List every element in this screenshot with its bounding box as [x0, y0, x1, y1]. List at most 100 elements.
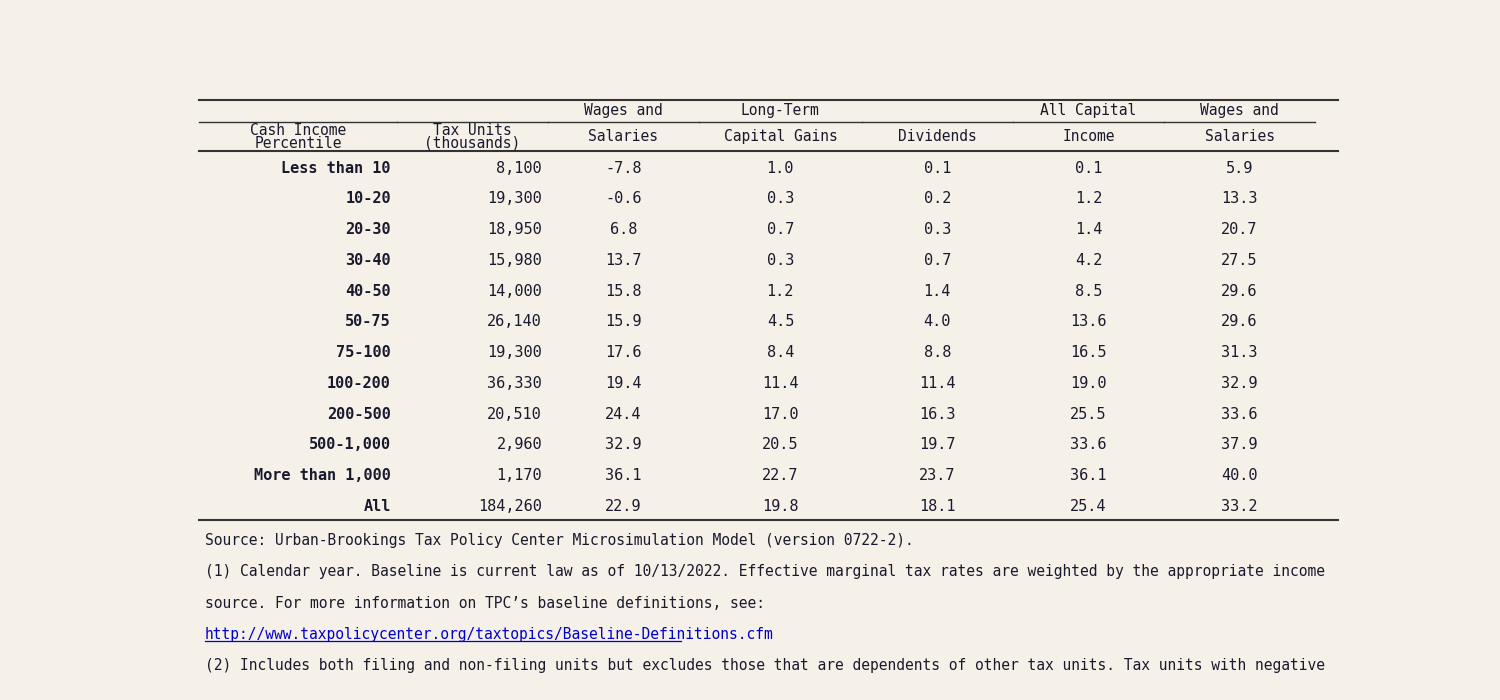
Text: 37.9: 37.9 — [1221, 438, 1258, 452]
Text: 29.6: 29.6 — [1221, 314, 1258, 330]
Text: Long-Term: Long-Term — [741, 104, 819, 118]
Text: 0.3: 0.3 — [766, 192, 794, 206]
Text: 33.2: 33.2 — [1221, 498, 1258, 514]
Text: 22.7: 22.7 — [762, 468, 798, 483]
Text: 13.6: 13.6 — [1070, 314, 1107, 330]
Text: (2) Includes both filing and non-filing units but excludes those that are depend: (2) Includes both filing and non-filing … — [206, 658, 1324, 673]
Text: 33.6: 33.6 — [1221, 407, 1258, 421]
Text: 22.9: 22.9 — [604, 498, 642, 514]
Text: 4.2: 4.2 — [1074, 253, 1102, 268]
Text: Less than 10: Less than 10 — [282, 161, 392, 176]
Text: 36.1: 36.1 — [1070, 468, 1107, 483]
Text: 0.3: 0.3 — [766, 253, 794, 268]
Text: 16.5: 16.5 — [1070, 345, 1107, 360]
Text: Salaries: Salaries — [1204, 129, 1275, 144]
Text: 31.3: 31.3 — [1221, 345, 1258, 360]
Text: 75-100: 75-100 — [336, 345, 392, 360]
Text: 11.4: 11.4 — [762, 376, 798, 391]
Text: 0.7: 0.7 — [924, 253, 951, 268]
Text: All Capital: All Capital — [1041, 104, 1137, 118]
Text: 8.4: 8.4 — [766, 345, 794, 360]
Text: 1.4: 1.4 — [1074, 222, 1102, 237]
Text: 8.5: 8.5 — [1074, 284, 1102, 299]
Text: 29.6: 29.6 — [1221, 284, 1258, 299]
Text: 15,980: 15,980 — [488, 253, 542, 268]
Text: source. For more information on TPC’s baseline definitions, see:: source. For more information on TPC’s ba… — [206, 596, 765, 610]
Text: 0.2: 0.2 — [924, 192, 951, 206]
Text: Cash Income: Cash Income — [251, 122, 346, 138]
Text: Wages and: Wages and — [584, 104, 663, 118]
Text: 1.0: 1.0 — [766, 161, 794, 176]
Text: 19.4: 19.4 — [604, 376, 642, 391]
Text: 1.4: 1.4 — [924, 284, 951, 299]
Text: 1.2: 1.2 — [1074, 192, 1102, 206]
Text: 14,000: 14,000 — [488, 284, 542, 299]
Text: 32.9: 32.9 — [1221, 376, 1258, 391]
Text: 19,300: 19,300 — [488, 345, 542, 360]
Text: 40.0: 40.0 — [1221, 468, 1258, 483]
Text: 40-50: 40-50 — [345, 284, 392, 299]
Text: Income: Income — [1062, 129, 1114, 144]
Text: 500-1,000: 500-1,000 — [309, 438, 392, 452]
Text: 18,950: 18,950 — [488, 222, 542, 237]
Text: 15.9: 15.9 — [604, 314, 642, 330]
Text: More than 1,000: More than 1,000 — [254, 468, 392, 483]
Text: 0.1: 0.1 — [1074, 161, 1102, 176]
Text: 8.8: 8.8 — [924, 345, 951, 360]
Text: 4.0: 4.0 — [924, 314, 951, 330]
Text: 20,510: 20,510 — [488, 407, 542, 421]
Text: Tax Units: Tax Units — [433, 122, 512, 138]
Text: 0.1: 0.1 — [924, 161, 951, 176]
Text: 0.7: 0.7 — [766, 222, 794, 237]
Text: (thousands): (thousands) — [424, 136, 520, 150]
Text: 20.5: 20.5 — [762, 438, 798, 452]
Text: 10-20: 10-20 — [345, 192, 392, 206]
Text: 5.9: 5.9 — [1226, 161, 1254, 176]
Text: Percentile: Percentile — [254, 136, 342, 150]
Text: http://www.taxpolicycenter.org/taxtopics/Baseline-Definitions.cfm: http://www.taxpolicycenter.org/taxtopics… — [206, 626, 774, 642]
Text: 18.1: 18.1 — [920, 498, 956, 514]
Text: 30-40: 30-40 — [345, 253, 392, 268]
Text: 13.7: 13.7 — [604, 253, 642, 268]
Text: 27.5: 27.5 — [1221, 253, 1258, 268]
Text: 11.4: 11.4 — [920, 376, 956, 391]
Text: 200-500: 200-500 — [327, 407, 392, 421]
Text: Source: Urban-Brookings Tax Policy Center Microsimulation Model (version 0722-2): Source: Urban-Brookings Tax Policy Cente… — [206, 533, 914, 548]
Text: 23.7: 23.7 — [920, 468, 956, 483]
Text: 36.1: 36.1 — [604, 468, 642, 483]
Text: 26,140: 26,140 — [488, 314, 542, 330]
Text: 15.8: 15.8 — [604, 284, 642, 299]
Text: 6.8: 6.8 — [609, 222, 638, 237]
Text: Wages and: Wages and — [1200, 104, 1280, 118]
Text: 19.8: 19.8 — [762, 498, 798, 514]
Text: 1,170: 1,170 — [496, 468, 542, 483]
Text: Dividends: Dividends — [898, 129, 977, 144]
Text: 32.9: 32.9 — [604, 438, 642, 452]
Text: 184,260: 184,260 — [478, 498, 542, 514]
Text: 8,100: 8,100 — [496, 161, 542, 176]
Text: (1) Calendar year. Baseline is current law as of 10/13/2022. Effective marginal : (1) Calendar year. Baseline is current l… — [206, 564, 1324, 580]
Text: 17.6: 17.6 — [604, 345, 642, 360]
Text: 13.3: 13.3 — [1221, 192, 1258, 206]
Text: 0.3: 0.3 — [924, 222, 951, 237]
Text: 4.5: 4.5 — [766, 314, 794, 330]
Text: 19.0: 19.0 — [1070, 376, 1107, 391]
Text: 16.3: 16.3 — [920, 407, 956, 421]
Text: 17.0: 17.0 — [762, 407, 798, 421]
Text: Salaries: Salaries — [588, 129, 658, 144]
Text: 36,330: 36,330 — [488, 376, 542, 391]
Text: 33.6: 33.6 — [1070, 438, 1107, 452]
Text: 20.7: 20.7 — [1221, 222, 1258, 237]
Text: -0.6: -0.6 — [604, 192, 642, 206]
Text: Capital Gains: Capital Gains — [723, 129, 837, 144]
Text: All: All — [363, 498, 392, 514]
Text: -7.8: -7.8 — [604, 161, 642, 176]
Text: 25.4: 25.4 — [1070, 498, 1107, 514]
Text: 24.4: 24.4 — [604, 407, 642, 421]
Text: 100-200: 100-200 — [327, 376, 392, 391]
Text: 2,960: 2,960 — [496, 438, 542, 452]
Text: 50-75: 50-75 — [345, 314, 392, 330]
Text: 19.7: 19.7 — [920, 438, 956, 452]
Text: 25.5: 25.5 — [1070, 407, 1107, 421]
Text: 19,300: 19,300 — [488, 192, 542, 206]
